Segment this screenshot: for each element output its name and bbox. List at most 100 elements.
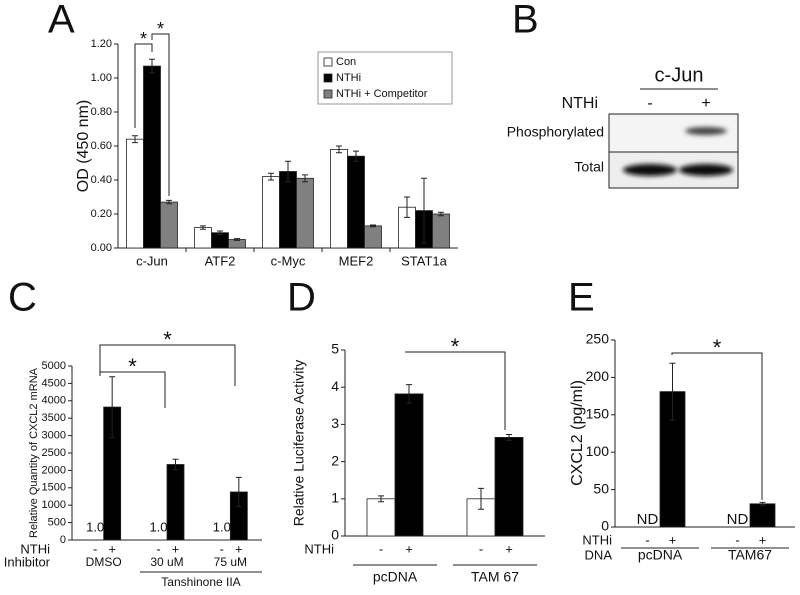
error-bar [759,501,766,506]
blot-title: c-Jun [655,64,704,86]
bar [749,503,776,528]
bar [166,464,185,541]
y-tick-label: 1000 [42,499,66,511]
blot-lane: - [647,95,652,112]
x-tick-label: - [479,541,483,556]
error-bar [302,174,308,183]
x-tick-label: + [405,541,413,556]
group-label: 30 uM [150,555,183,569]
x-tick-label: MEF2 [339,253,374,268]
bar [432,213,450,249]
error-bar [370,224,376,228]
error-bar [336,145,342,154]
bar [394,393,424,537]
bar [366,498,396,537]
group-label: pcDNA [638,547,683,563]
significance-bracket [99,371,166,408]
annotation: * [163,327,172,352]
error-bar [234,238,240,241]
value-label: 1.0 [213,519,231,534]
error-bar [200,225,206,230]
bar [211,232,229,249]
y-tick-label: 2000 [42,464,66,476]
legend-swatch [323,89,333,99]
error-bar [268,172,274,181]
error-bar [172,458,179,471]
significance-bracket [134,43,153,128]
y-tick-label: 2 [331,452,339,468]
group-label: pcDNA [373,569,418,585]
x-tick-label: + [235,541,243,556]
legend-swatch [323,57,333,67]
y-tick-label: 150 [586,406,610,422]
blot-row: Phosphorylated [507,124,604,140]
y-tick-label: 0 [331,527,339,543]
bar [296,177,314,249]
y-tick-label: 50 [593,480,609,496]
legend-box [317,51,453,105]
x-tick-label: STAT1a [401,253,448,268]
y-tick-label: 3000 [42,430,66,442]
annotation: * [128,354,137,379]
bar [262,176,280,249]
y-tick-label: 2500 [42,447,66,459]
row-label: NTHi [582,532,612,547]
y-tick-label: 0.40 [91,174,112,186]
error-bar [285,160,291,183]
bar [364,225,382,249]
group-title: Tanshinone IIA [161,575,240,589]
error-bar [132,135,138,144]
y-axis-title: OD (450 nm) [75,100,92,192]
legend-swatch [323,73,333,83]
row-label: NTHi [304,541,334,556]
panel-letter: B [512,0,539,42]
bar [160,201,178,249]
y-tick-label: 4 [331,378,339,394]
error-bar [669,362,676,421]
group-label: 75 uM [214,555,247,569]
error-bar [235,476,242,508]
y-tick-label: 1.20 [91,38,112,50]
row-label: NTHi [20,541,50,556]
row-label: DNA [585,547,613,562]
y-tick-label: 5000 [42,360,66,372]
error-bar [109,376,116,438]
y-tick-label: 0.60 [91,140,112,152]
bar [279,171,297,249]
error-bar [404,196,410,218]
legend-label: Con [336,56,356,68]
value-label: ND [637,511,659,528]
y-tick-label: 0 [601,518,609,534]
x-tick-label: ATF2 [205,253,236,268]
blot-band [679,164,733,176]
significance-bracket [151,33,170,196]
error-bar [353,150,359,162]
annotation: * [451,334,460,359]
x-tick-label: - [735,532,739,547]
y-axis-title: Relative Luciferase Activity [291,360,307,527]
y-axis-title: CXCL2 (pg/ml) [569,380,586,486]
row-label: Inhibitor [4,554,51,569]
error-bar [478,487,484,510]
x-tick-label: + [172,541,180,556]
blot-band [623,164,677,176]
bar [347,155,365,249]
y-tick-label: 1.00 [91,72,112,84]
error-bar [421,177,427,244]
y-tick-label: 1500 [42,482,66,494]
panel-letter: C [8,276,37,320]
y-axis-title: Relative Quantity of CXCL2 mRNA [28,367,40,538]
x-tick-label: - [220,541,224,556]
annotation: * [140,29,147,49]
bar [194,227,212,249]
y-tick-label: 3500 [42,412,66,424]
group-label: DMSO [86,555,122,569]
bar [143,65,161,249]
x-tick-label: - [379,541,383,556]
x-tick-label: - [645,532,649,547]
x-tick-label: - [156,541,160,556]
significance-bracket [405,351,506,430]
y-tick-label: 100 [586,443,610,459]
bar [126,138,144,249]
y-tick-label: 1 [331,490,339,506]
